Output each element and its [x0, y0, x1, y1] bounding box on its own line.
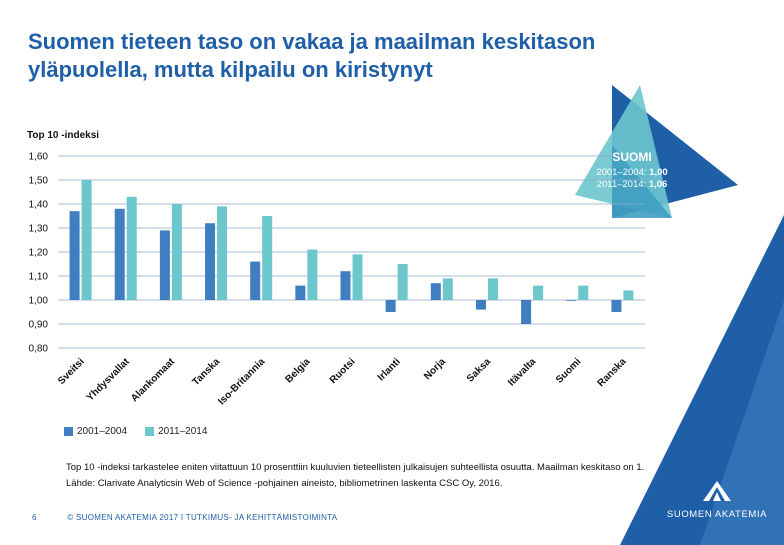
x-tick-label: Suomi	[554, 356, 584, 386]
x-tick-label: Sveitsi	[56, 356, 87, 387]
legend-swatch-series-2	[145, 427, 155, 436]
x-tick-label: Norja	[422, 356, 448, 382]
suomi-callout: SUOMI 2001–2004: 1,00 2011–2014: 1,06	[596, 150, 668, 191]
y-tick-label: 1,60	[29, 152, 49, 163]
bar-1	[69, 211, 80, 300]
bar-1	[114, 208, 125, 300]
bar-2	[126, 196, 137, 300]
bar-2	[217, 206, 228, 300]
y-tick-label: 1,20	[29, 248, 49, 259]
y-tick-label: 1,40	[29, 200, 49, 211]
bar-2	[397, 264, 408, 300]
x-tick-label: Ranska	[596, 356, 629, 389]
callout-line-1-label: 2001–2004:	[596, 167, 647, 178]
bar-2	[171, 204, 182, 300]
y-tick-label: 1,00	[29, 296, 49, 307]
bar-2	[533, 285, 544, 300]
bar-1	[430, 283, 441, 300]
bar-2	[352, 254, 363, 300]
bar-1	[475, 300, 486, 310]
bar-1	[521, 300, 532, 324]
logo-text: SUOMEN AKATEMIA	[666, 509, 768, 520]
bar-2	[487, 278, 498, 300]
callout-title: SUOMI	[612, 150, 652, 164]
page-title: Suomen tieteen taso on vakaa ja maailman…	[28, 29, 596, 82]
bar-1	[611, 300, 622, 312]
note-source: Lähde: Clarivate Analyticsin Web of Scie…	[66, 478, 503, 489]
bar-2	[578, 285, 589, 300]
deco-triangle-light	[575, 85, 672, 218]
note-definition: Top 10 -indeksi tarkastelee eniten viita…	[66, 462, 645, 473]
y-tick-label: 1,50	[29, 176, 49, 187]
bar-2	[442, 278, 453, 300]
x-tick-label: Belgia	[283, 356, 312, 385]
legend-item-series-2: 2011–2014	[145, 426, 207, 437]
bar-1	[159, 230, 170, 300]
callout-line-1-value: 1,00	[649, 167, 668, 178]
y-tick-label: 1,10	[29, 272, 49, 283]
y-tick-label: 1,30	[29, 224, 49, 235]
x-tick-label: Alankomaat	[129, 356, 177, 404]
chart-legend: 2001–2004 2011–2014	[64, 426, 207, 437]
x-tick-label: Irlanti	[376, 356, 403, 383]
callout-line-2: 2011–2014: 1,06	[596, 179, 668, 191]
deco-triangle-mid	[612, 145, 672, 218]
bar-1	[566, 300, 577, 301]
x-tick-label: Ruotsi	[328, 356, 358, 386]
legend-label-series-1: 2001–2004	[77, 426, 128, 437]
x-tick-label: Itävalta	[506, 356, 538, 388]
callout-line-1: 2001–2004: 1,00	[596, 167, 668, 179]
x-tick-label: Tanska	[191, 356, 223, 388]
triangle-logo-icon	[703, 481, 731, 501]
chart-notes: Top 10 -indeksi tarkastelee eniten viita…	[66, 460, 706, 492]
bar-2	[623, 290, 634, 300]
y-tick-label: 0,90	[29, 320, 49, 331]
bar-2	[262, 216, 273, 300]
footer: 6 © SUOMEN AKATEMIA 2017 I TUTKIMUS- JA …	[32, 513, 337, 522]
bar-1	[385, 300, 396, 312]
y-tick-label: 0,80	[29, 344, 49, 355]
x-tick-label: Iso-Britannia	[216, 356, 267, 407]
bar-1	[250, 261, 261, 300]
legend-swatch-series-1	[64, 427, 73, 436]
y-axis-label: Top 10 -indeksi	[27, 130, 100, 141]
organization-logo: SUOMEN AKATEMIA	[662, 480, 772, 520]
callout-line-2-label: 2011–2014:	[596, 179, 647, 190]
x-tick-label: Saksa	[465, 356, 494, 385]
callout-line-2-value: 1,06	[648, 179, 668, 190]
bar-1	[295, 285, 306, 300]
legend-label-series-2: 2011–2014	[158, 426, 208, 437]
x-tick-label: Yhdysvallat	[85, 356, 133, 404]
deco-corner-light	[700, 300, 784, 545]
bar-2	[81, 180, 92, 300]
bar-1	[340, 271, 351, 300]
legend-item-series-1: 2001–2004	[64, 426, 127, 437]
page-number: 6	[32, 513, 37, 522]
footer-text: © SUOMEN AKATEMIA 2017 I TUTKIMUS- JA KE…	[67, 513, 338, 522]
bar-1	[205, 223, 216, 300]
bar-2	[307, 249, 318, 300]
